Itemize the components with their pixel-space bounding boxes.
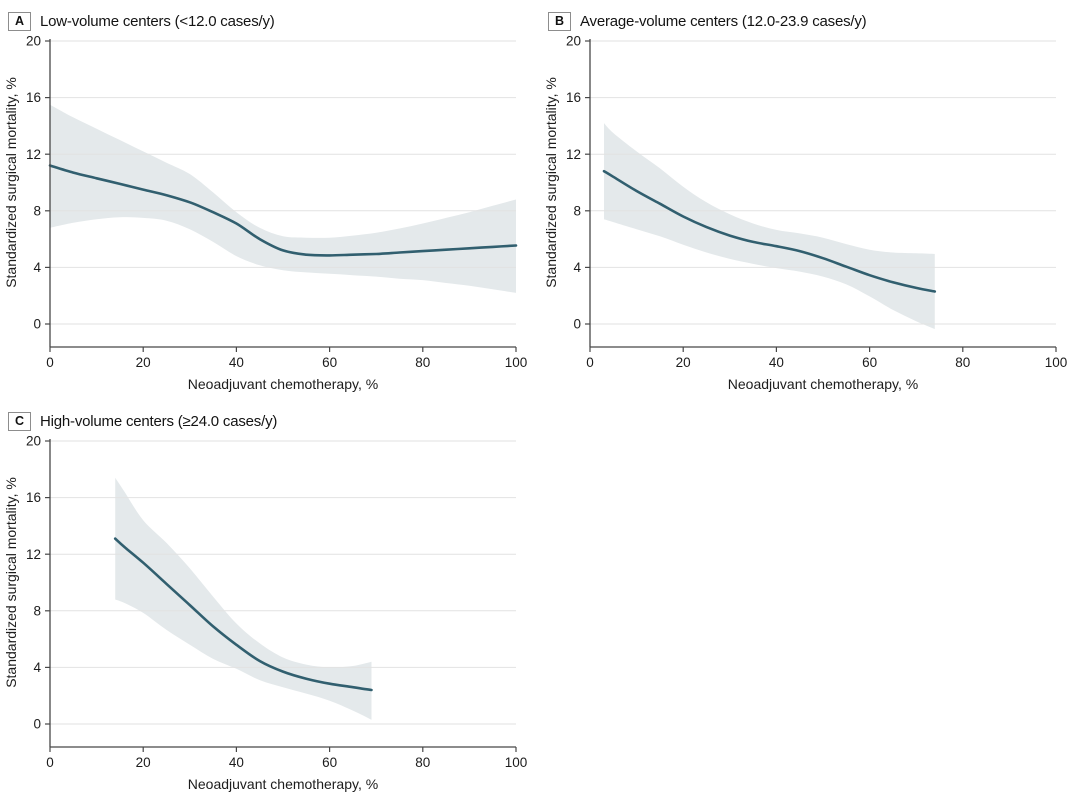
y-tick-label: 8 xyxy=(573,203,581,218)
y-tick-label: 12 xyxy=(26,547,41,562)
y-tick-label: 0 xyxy=(33,317,41,332)
y-tick-label: 8 xyxy=(33,203,41,218)
y-tick-label: 16 xyxy=(26,90,41,105)
y-tick-label: 20 xyxy=(26,434,41,449)
panel-c-badge: C xyxy=(8,411,31,431)
panel-b: B Average-volume centers (12.0-23.9 case… xyxy=(540,0,1080,400)
x-tick-label: 100 xyxy=(1045,355,1068,370)
y-tick-label: 16 xyxy=(566,90,581,105)
y-axis-title: Standardized surgical mortality, % xyxy=(543,77,559,288)
panel-a-badge: A xyxy=(8,11,31,31)
y-tick-label: 8 xyxy=(33,603,41,618)
x-tick-label: 40 xyxy=(769,355,784,370)
y-tick-label: 12 xyxy=(566,147,581,162)
x-axis-title: Neoadjuvant chemotherapy, % xyxy=(188,776,378,792)
x-tick-label: 60 xyxy=(862,355,877,370)
x-axis-title: Neoadjuvant chemotherapy, % xyxy=(728,376,918,392)
y-tick-label: 0 xyxy=(33,717,41,732)
x-tick-label: 100 xyxy=(505,755,528,770)
trend-line xyxy=(113,537,373,692)
panel-c-title-text: High-volume centers (≥24.0 cases/y) xyxy=(40,412,278,430)
y-tick-label: 4 xyxy=(573,260,581,275)
x-tick-label: 0 xyxy=(46,355,54,370)
x-tick-label: 40 xyxy=(229,755,244,770)
x-tick-label: 60 xyxy=(322,755,337,770)
y-axis-title: Standardized surgical mortality, % xyxy=(3,477,19,688)
confidence-band xyxy=(604,123,935,329)
x-tick-label: 80 xyxy=(415,355,430,370)
panel-a-title-text: Low-volume centers (<12.0 cases/y) xyxy=(40,12,275,30)
panel-b-title: B Average-volume centers (12.0-23.9 case… xyxy=(548,9,1080,33)
x-axis-title: Neoadjuvant chemotherapy, % xyxy=(188,376,378,392)
panel-a: A Low-volume centers (<12.0 cases/y) 0 4 8… xyxy=(0,0,540,400)
y-tick-label: 20 xyxy=(26,34,41,49)
y-tick-label: 4 xyxy=(33,660,41,675)
trend-line xyxy=(48,164,518,257)
x-tick-label: 40 xyxy=(229,355,244,370)
y-tick-label: 0 xyxy=(573,317,581,332)
y-tick-label: 4 xyxy=(33,260,41,275)
trend-line xyxy=(602,169,937,293)
chart-low-volume: 0 4 8 12 16 20 0 20 40 60 80 100 Neoadjuvant chemoth… xyxy=(3,34,528,392)
panel-a-title: A Low-volume centers (<12.0 cases/y) xyxy=(8,9,540,33)
x-tick-label: 60 xyxy=(322,355,337,370)
confidence-band xyxy=(115,477,372,720)
x-tick-label: 20 xyxy=(676,355,691,370)
x-tick-label: 0 xyxy=(586,355,594,370)
y-axis-title: Standardized surgical mortality, % xyxy=(3,77,19,288)
x-tick-label: 20 xyxy=(136,355,151,370)
x-tick-label: 0 xyxy=(46,755,54,770)
empty-area xyxy=(540,400,1080,797)
x-tick-label: 80 xyxy=(955,355,970,370)
y-tick-label: 20 xyxy=(566,34,581,49)
chart-high-volume: 0 4 8 12 16 20 0 20 40 60 80 100 Neoadjuvant chemoth… xyxy=(3,434,528,792)
panel-b-badge: B xyxy=(548,11,571,31)
y-tick-label: 16 xyxy=(26,490,41,505)
x-tick-label: 80 xyxy=(415,755,430,770)
x-tick-label: 100 xyxy=(505,355,528,370)
chart-average-volume: 0 4 8 12 16 20 0 20 40 60 80 100 Neoadjuvant chemoth… xyxy=(543,34,1068,392)
panel-b-title-text: Average-volume centers (12.0-23.9 cases/… xyxy=(580,12,867,30)
panel-c-title: C High-volume centers (≥24.0 cases/y) xyxy=(8,409,540,433)
x-tick-label: 20 xyxy=(136,755,151,770)
y-tick-label: 12 xyxy=(26,147,41,162)
confidence-band xyxy=(50,104,516,293)
panel-c: C High-volume centers (≥24.0 cases/y) 0 4… xyxy=(0,400,540,797)
